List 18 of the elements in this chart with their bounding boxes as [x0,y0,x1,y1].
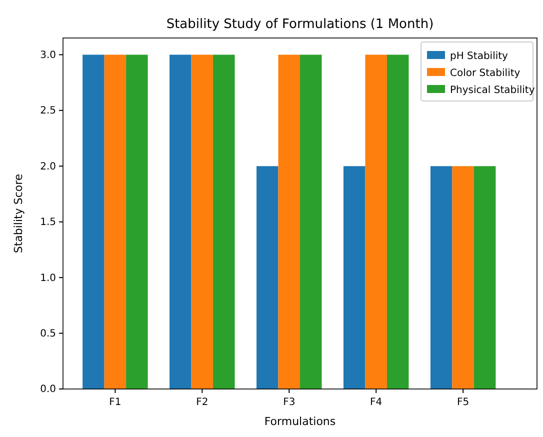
x-tick-label: F3 [283,397,296,408]
x-tick-label: F4 [370,397,382,408]
x-tick-label: F2 [196,397,208,408]
y-tick-label: 0.0 [40,384,56,396]
y-tick-label: 1.5 [40,217,56,228]
y-axis-title: Stability Score [12,174,25,254]
chart-title: Stability Study of Formulations (1 Month) [166,17,434,32]
y-tick-label: 2.5 [40,106,56,117]
x-tick-label: F5 [457,397,470,408]
legend-label: Physical Stability [450,85,535,96]
legend-label: pH Stability [450,51,508,62]
y-tick-label: 1.0 [40,272,56,284]
legend-label: Color Stability [450,68,520,79]
x-tick-label: F1 [109,397,122,408]
x-axis-title: Formulations [264,415,336,428]
y-tick-label: 0.5 [40,328,56,340]
y-tick-label: 3.0 [40,50,56,61]
y-tick-label: 2.0 [40,161,56,172]
